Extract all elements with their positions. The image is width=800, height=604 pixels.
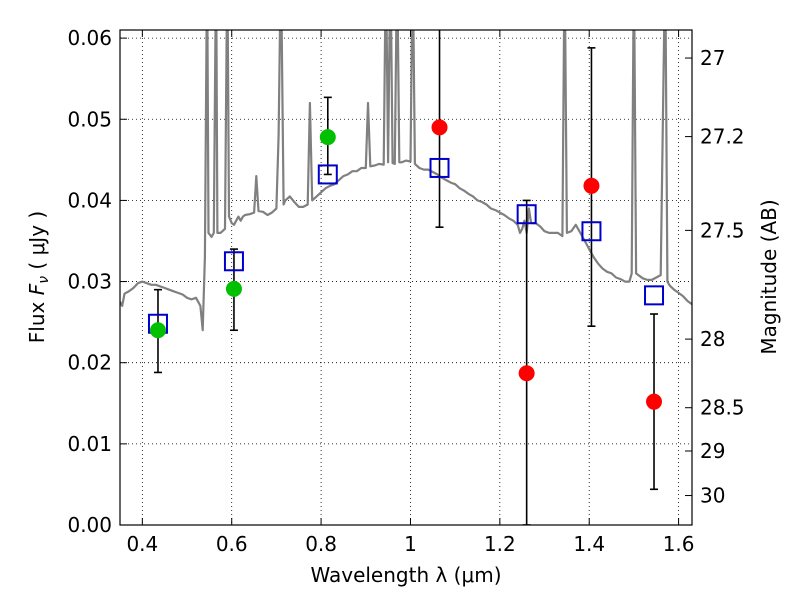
x-tick-label: 0.8: [305, 532, 337, 556]
x-tick-label: 1.6: [663, 532, 695, 556]
magnitude-tick-label: 27.5: [700, 218, 745, 242]
y-tick-label: 0.01: [67, 432, 112, 456]
x-tick-label: 1: [404, 532, 417, 556]
x-tick-label: 0.6: [216, 532, 248, 556]
model-bandpass-square: [317, 164, 338, 185]
y-tick-label: 0.00: [67, 513, 112, 537]
y-tick-label: 0.06: [67, 26, 112, 50]
y-axis-label-left: Flux Fν ( μJy ): [25, 211, 52, 343]
y-tick-label: 0.05: [67, 107, 112, 131]
magnitude-tick-label: 27.2: [700, 125, 745, 149]
model-bandpass-square: [581, 221, 602, 242]
x-tick-label: 1.4: [573, 532, 605, 556]
magnitude-tick-label: 28: [700, 327, 725, 351]
model-bandpass-square: [644, 285, 665, 306]
red-data-point: [431, 119, 448, 136]
x-tick-label: 0.4: [126, 532, 158, 556]
green-data-point: [225, 280, 242, 297]
tick-labels: 0.4 0.6 0.8 1 1.2 1.4 1.6 0.00 0.01 0.02 0.03 0.04 0…: [67, 26, 744, 556]
plot-frame: [119, 29, 693, 526]
y-tick-label: 0.04: [67, 188, 112, 212]
magnitude-tick-label: 27: [700, 46, 725, 70]
magnitude-tick-label: 28.5: [700, 396, 745, 420]
magnitude-tick-label: 30: [700, 484, 725, 508]
magnitude-tick-label: 29: [700, 439, 725, 463]
red-data-point: [583, 177, 600, 194]
model-bandpass-square: [223, 251, 244, 272]
model-bandpass-square: [516, 204, 537, 225]
green-data-point: [149, 322, 166, 339]
data-layer: [120, 30, 692, 525]
model-bandpass-square: [429, 157, 450, 178]
green-data-point: [319, 129, 336, 146]
y-tick-label: 0.02: [67, 351, 112, 375]
red-data-point: [518, 365, 535, 382]
x-axis-label: Wavelength λ (μm): [310, 563, 501, 587]
red-data-point: [646, 393, 663, 410]
y-tick-label: 0.03: [67, 270, 112, 294]
y-axis-label-right: Magnitude (AB): [757, 199, 781, 354]
x-tick-label: 1.2: [484, 532, 516, 556]
model-spectrum-line: [120, 30, 692, 332]
